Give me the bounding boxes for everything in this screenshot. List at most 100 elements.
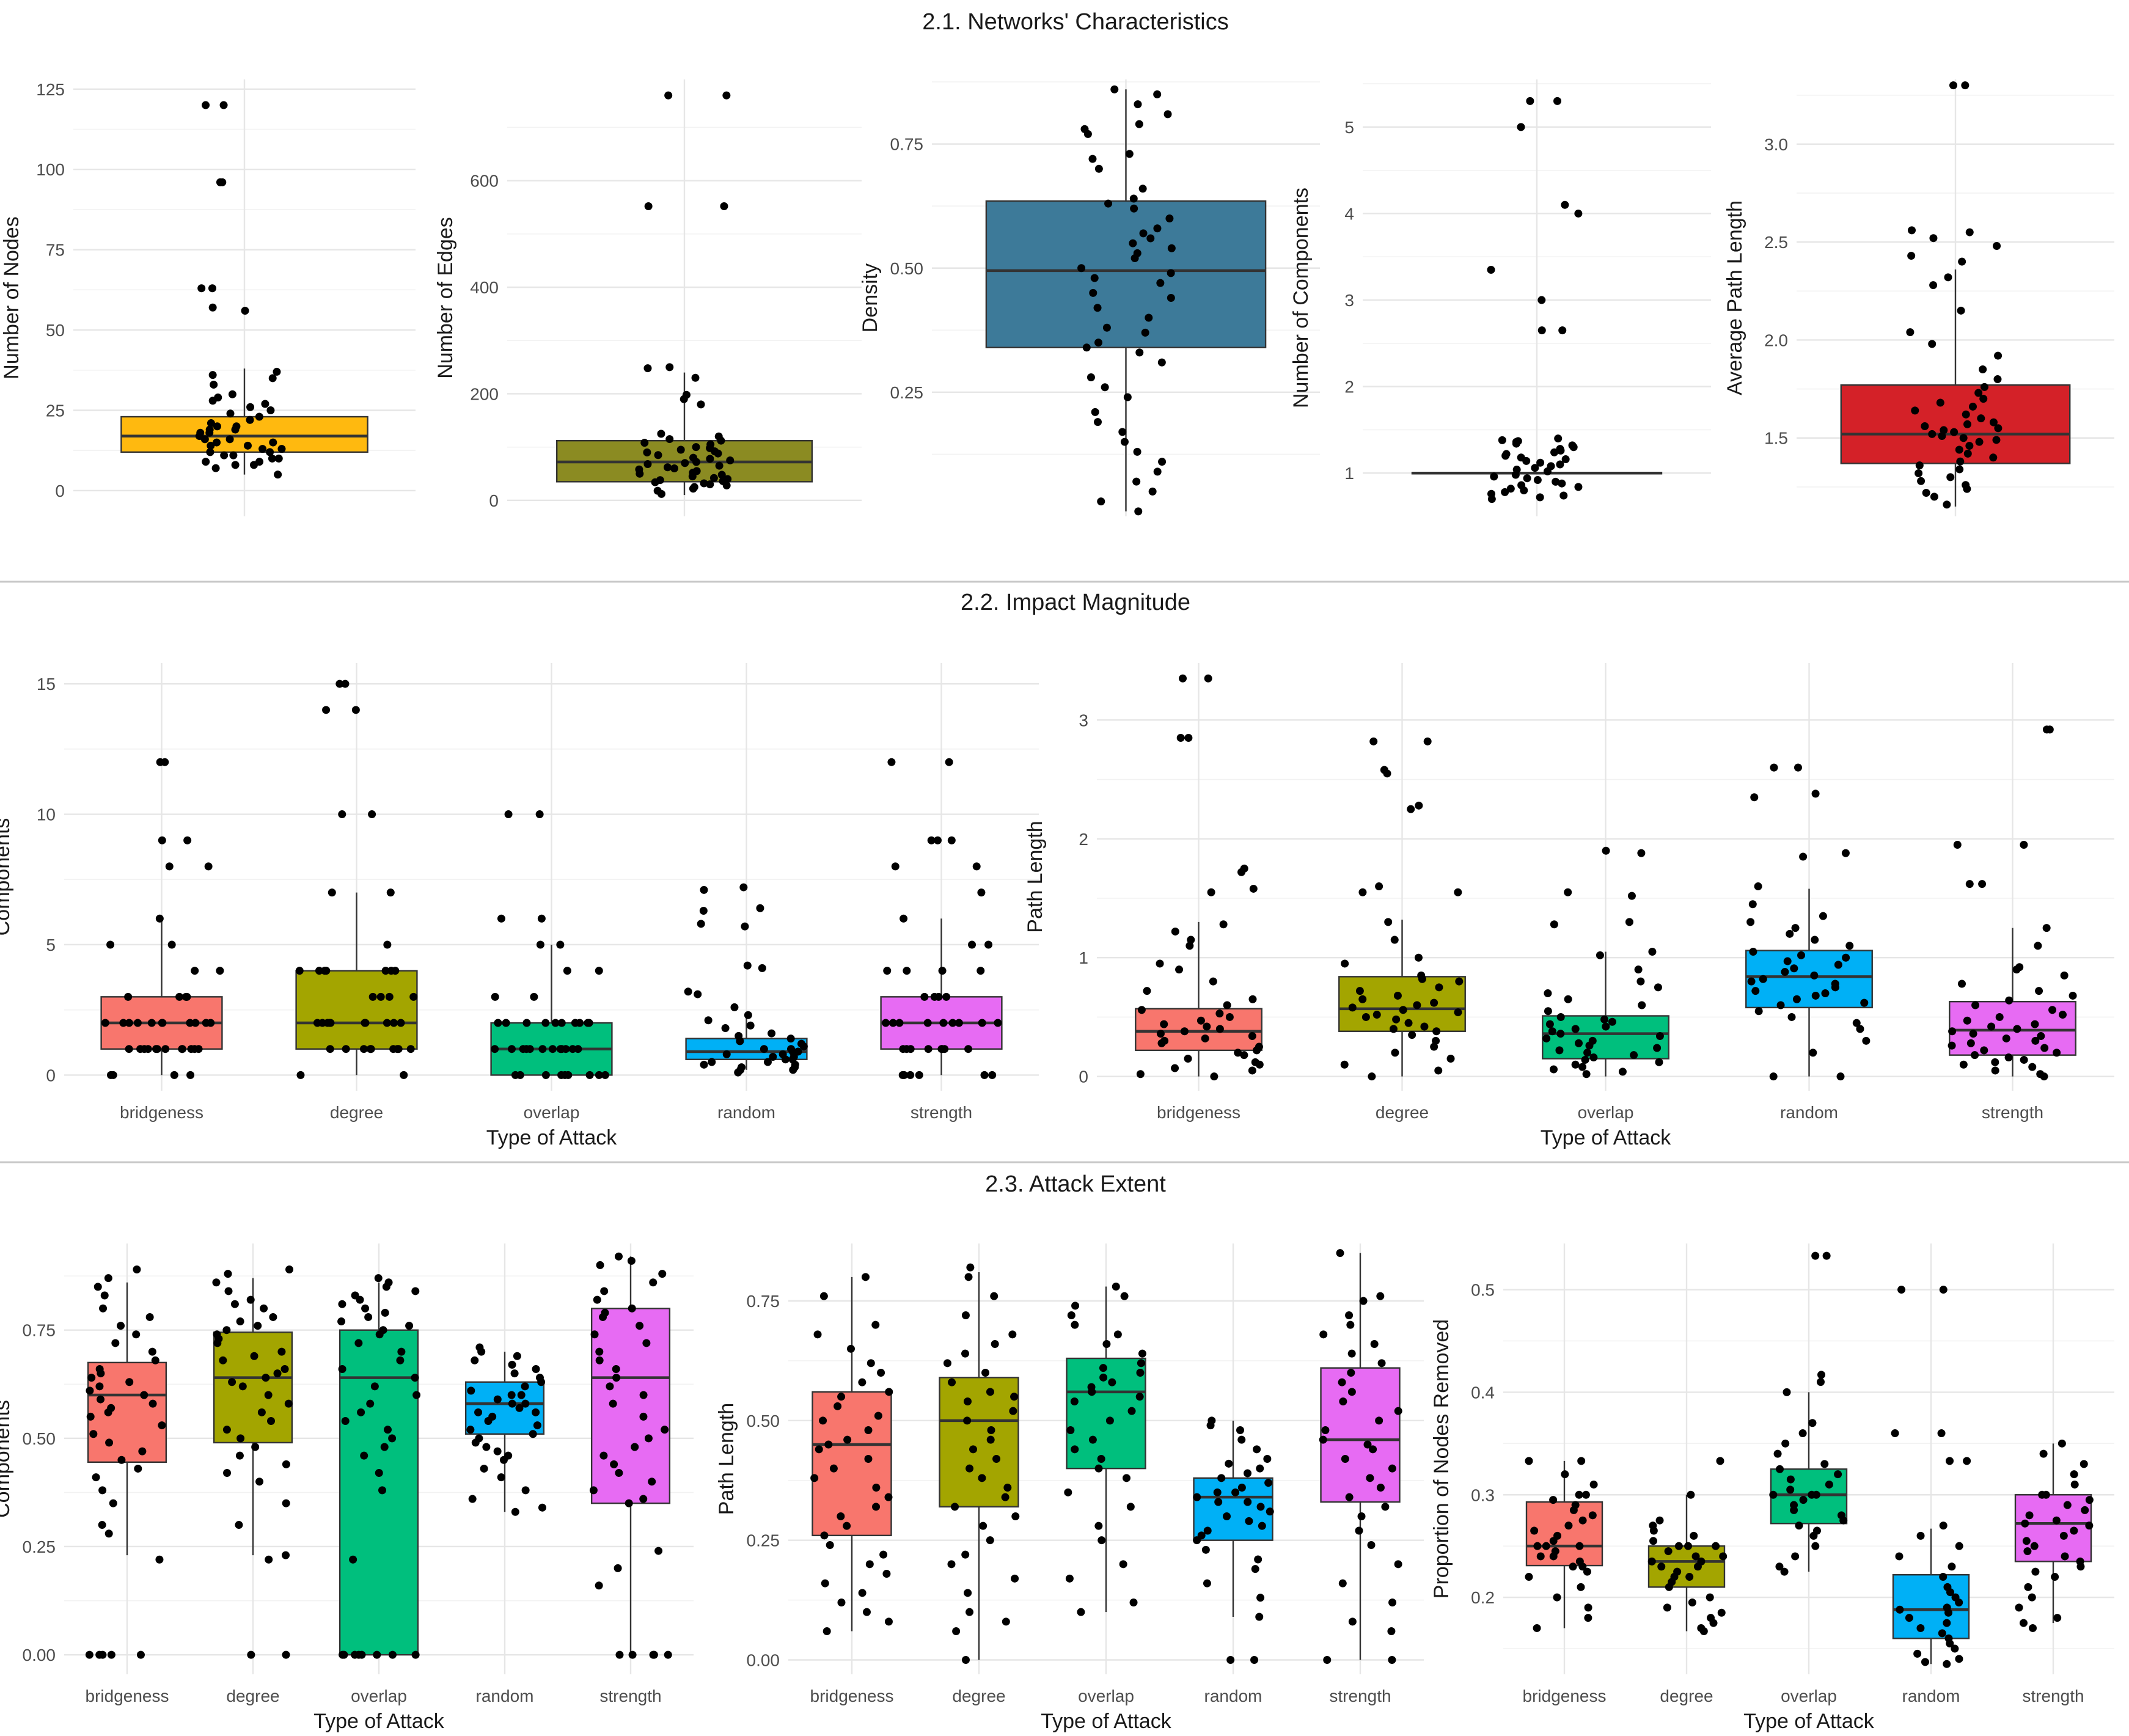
data-point	[1600, 1015, 1609, 1024]
data-point	[1556, 446, 1565, 455]
data-point	[1533, 476, 1542, 485]
data-point	[1347, 1369, 1355, 1377]
data-point	[202, 458, 210, 466]
data-point	[1135, 1393, 1144, 1401]
data-point	[1915, 461, 1924, 470]
data-point	[1905, 1614, 1913, 1622]
data-point	[689, 485, 697, 493]
data-point	[521, 1382, 529, 1391]
data-point	[1769, 1490, 1778, 1499]
data-point	[2012, 965, 2021, 974]
data-point	[1134, 100, 1142, 109]
data-point	[274, 454, 283, 463]
data-point	[1248, 1066, 1256, 1075]
data-point	[277, 445, 286, 453]
data-point	[255, 412, 263, 421]
data-point	[612, 1374, 621, 1382]
data-point	[1255, 1613, 1264, 1621]
data-point	[2037, 1032, 2045, 1041]
data-point	[1139, 229, 1148, 238]
data-point	[951, 1503, 959, 1511]
data-point	[1357, 1512, 1366, 1520]
data-point	[823, 1627, 831, 1635]
data-point	[1138, 185, 1147, 193]
data-point	[1809, 1049, 1817, 1057]
data-point	[1133, 447, 1141, 456]
data-point	[247, 1650, 255, 1659]
data-point	[865, 1560, 874, 1569]
data-point	[943, 1359, 951, 1368]
data-point	[1577, 1583, 1585, 1591]
data-point	[758, 964, 766, 972]
data-point	[1153, 90, 1162, 98]
data-point	[1091, 408, 1099, 416]
data-point	[1001, 1493, 1010, 1501]
data-point	[1120, 438, 1129, 446]
data-point	[136, 1045, 145, 1053]
data-point	[1215, 1009, 1224, 1018]
data-point	[341, 1417, 350, 1426]
data-point	[2019, 1619, 2028, 1627]
data-point	[548, 1045, 557, 1053]
data-point	[158, 1421, 166, 1430]
data-point	[1841, 849, 1850, 857]
data-point	[1145, 313, 1153, 322]
y-axis-title: Density	[859, 263, 882, 332]
data-point	[1913, 1649, 1922, 1658]
data-point	[644, 1434, 653, 1443]
data-point	[615, 1469, 623, 1478]
box-apl	[1840, 384, 2071, 464]
data-point	[222, 1326, 231, 1335]
data-point	[1430, 998, 1438, 1007]
data-point	[381, 967, 390, 975]
data-point	[104, 1529, 113, 1538]
data-point	[86, 1386, 94, 1395]
data-point	[1223, 1001, 1231, 1009]
data-point	[1203, 1022, 1211, 1031]
data-point	[405, 1322, 414, 1330]
data-point	[246, 416, 254, 424]
data-point	[322, 706, 331, 714]
data-point	[1338, 1378, 1346, 1386]
data-point	[202, 101, 210, 109]
data-point	[768, 1029, 776, 1038]
data-point	[2042, 725, 2051, 734]
data-point	[1011, 1574, 1019, 1583]
y-tick-label: 4	[1344, 204, 1354, 223]
data-point	[499, 1456, 508, 1464]
data-point	[992, 1455, 1001, 1463]
data-point	[508, 1399, 516, 1408]
data-point	[631, 1443, 639, 1451]
data-point	[266, 448, 274, 456]
data-point	[858, 1589, 867, 1597]
data-point	[595, 1071, 603, 1079]
data-point	[92, 1473, 100, 1482]
data-point	[730, 1003, 739, 1011]
data-point	[1780, 1567, 1789, 1576]
data-point	[1553, 1593, 1561, 1602]
data-point	[1361, 1013, 1370, 1021]
data-point	[491, 1045, 499, 1053]
data-point	[1959, 1060, 1968, 1069]
data-point	[1130, 254, 1139, 262]
data-point	[1957, 306, 1965, 315]
data-point	[1389, 1025, 1398, 1033]
data-point	[356, 1295, 364, 1304]
data-point	[556, 940, 565, 949]
data-point	[2059, 1531, 2068, 1540]
data-point	[2025, 1511, 2034, 1520]
data-point	[1958, 257, 1966, 266]
data-point	[1086, 373, 1095, 381]
data-point	[963, 1416, 972, 1425]
data-point	[361, 1019, 370, 1027]
data-point	[595, 1581, 603, 1590]
data-point	[627, 1256, 636, 1265]
data-point	[1747, 977, 1756, 986]
y-tick-label: 2	[1079, 830, 1088, 849]
data-point	[1160, 1020, 1168, 1028]
data-point	[1811, 1542, 1820, 1550]
data-point	[1938, 1629, 1946, 1638]
y-tick-label: 0.5	[1471, 1281, 1495, 1300]
data-point	[639, 1391, 648, 1399]
data-point	[1454, 1008, 1462, 1017]
